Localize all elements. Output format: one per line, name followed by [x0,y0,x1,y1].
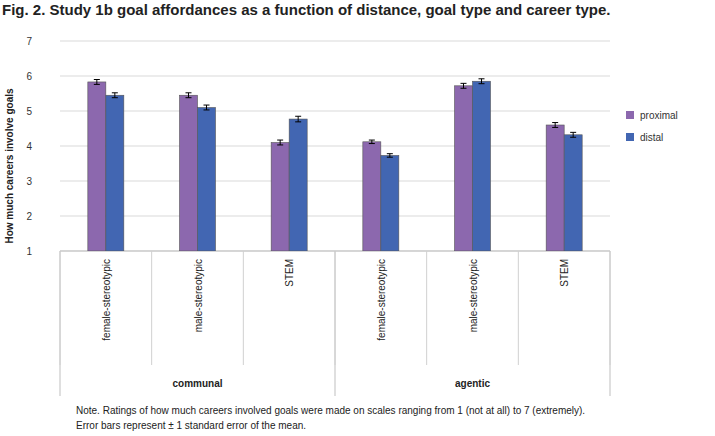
y-axis-label: How much careers involve goals [4,88,15,243]
error-bar [552,123,558,128]
category-divider [243,251,244,365]
grid-line [60,41,610,42]
legend-swatch [626,111,634,119]
bar [546,125,564,251]
grid-line [60,181,610,182]
error-bar [277,140,283,145]
error-bar [369,140,375,144]
bar [198,108,216,252]
y-tick-label: 6 [26,71,32,82]
error-bar [94,80,100,85]
category-divider [610,251,611,365]
bar [106,95,124,251]
bar [88,82,106,251]
category-label: STEM [559,259,570,287]
category-divider [426,251,427,365]
legend-label: distal [640,132,663,143]
y-tick-label: 3 [26,176,32,187]
bar [363,142,381,251]
category-label: female-stereotypic [101,259,112,341]
bars [88,79,582,251]
error-bar [387,154,393,158]
y-tick-label: 4 [26,141,32,152]
group-divider [335,251,336,396]
y-tick-label: 2 [26,211,32,222]
legend-swatch [626,133,634,141]
bar [381,155,399,251]
note: Note. Ratings of how much careers involv… [76,405,585,416]
bar [473,81,491,251]
error-bar [479,79,485,84]
y-tick-label: 1 [26,246,32,257]
category-label: STEM [284,259,295,287]
category-divider [518,251,519,365]
chart: Fig. 2. Study 1b goal affordances as a f… [0,0,715,436]
category-divider [151,251,152,365]
error-bar [461,83,467,88]
bar [564,135,582,251]
category-label: male-stereotypic [193,259,204,332]
error-bar [204,105,210,110]
bar [289,119,307,251]
grid-line [60,216,610,217]
title: Fig. 2. Study 1b goal affordances as a f… [2,1,610,18]
grid-line [60,111,610,112]
category-label: male-stereotypic [468,259,479,332]
group-label: agentic [455,378,490,389]
group-divider [610,251,611,396]
y-tick-label: 7 [26,36,32,47]
group-divider [60,251,61,396]
group-label: communal [172,378,222,389]
legend-label: proximal [640,110,678,121]
note: Error bars represent ± 1 standard error … [76,420,306,431]
grid-line [60,146,610,147]
error-bar [295,116,301,122]
bar [271,143,289,252]
y-tick-label: 5 [26,106,32,117]
error-bar [186,93,192,98]
category-label: female-stereotypic [376,259,387,341]
bar [180,95,198,251]
grid-line [60,76,610,77]
category-divider [60,251,61,365]
category-divider [335,251,336,365]
bar [455,86,473,251]
error-bar [112,93,118,98]
error-bar [570,132,576,137]
